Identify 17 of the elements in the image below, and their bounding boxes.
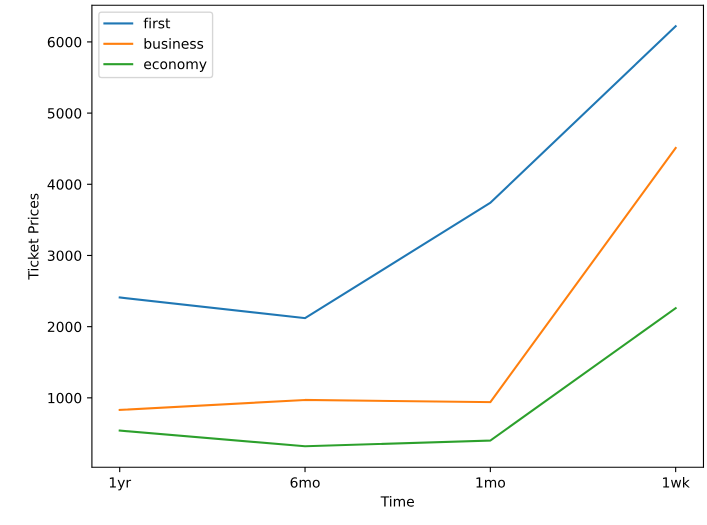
x-axis-title: Time	[380, 496, 414, 507]
y-tick-label: 2000	[48, 322, 82, 332]
legend-label: first	[144, 18, 170, 28]
x-tick-label: 1wk	[663, 476, 690, 488]
legend-label: economy	[144, 61, 207, 72]
legend-label: business	[144, 38, 204, 49]
y-tick-label: 5000	[48, 108, 82, 119]
y-tick-label: 6000	[48, 36, 82, 48]
x-tick-label: 1yr	[110, 477, 132, 490]
x-tick-label: 1mo	[476, 477, 506, 488]
line-series	[118, 307, 677, 448]
x-tick-label: 6mo	[290, 477, 320, 488]
y-tick-label: 3000	[48, 250, 82, 261]
y-axis-title: Ticket Prices	[28, 194, 39, 280]
y-tick-label: 1000	[48, 392, 82, 404]
y-tick-label: 4000	[48, 179, 82, 190]
line-series	[118, 146, 677, 411]
